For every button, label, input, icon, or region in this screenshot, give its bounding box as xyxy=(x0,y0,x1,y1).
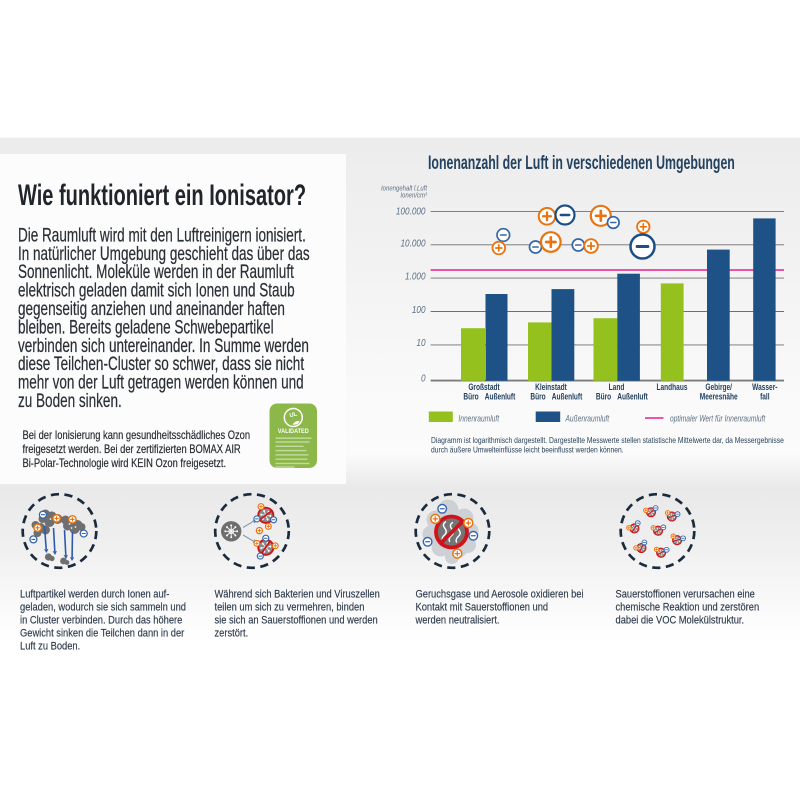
svg-text:Luftpartikel werden durch Ione: Luftpartikel werden durch Ionen auf- xyxy=(20,589,169,601)
svg-text:Geruchsgase und Aerosole oxidi: Geruchsgase und Aerosole oxidieren bei xyxy=(416,589,584,601)
svg-text:Wie funktioniert ein Ionisator: Wie funktioniert ein Ionisator? xyxy=(18,179,306,212)
svg-text:Land: Land xyxy=(609,382,625,392)
svg-text:0: 0 xyxy=(421,373,426,384)
svg-text:dabei die VOC Molekülstruktur.: dabei die VOC Molekülstruktur. xyxy=(616,615,745,627)
svg-text:in Cluster verbinden. Durch da: in Cluster verbinden. Durch das höhere xyxy=(20,615,183,627)
svg-text:Die Raumluft wird mit den Luft: Die Raumluft wird mit den Luftreinigern … xyxy=(18,225,306,246)
svg-text:Büro: Büro xyxy=(530,392,545,402)
svg-text:UL: UL xyxy=(289,411,298,419)
svg-text:100.000: 100.000 xyxy=(396,206,426,217)
svg-text:bleiben. Bereits geladene Schw: bleiben. Bereits geladene Schwebepartike… xyxy=(18,317,274,338)
svg-text:Außenluft: Außenluft xyxy=(552,392,583,402)
svg-text:VALIDATED: VALIDATED xyxy=(278,428,309,435)
svg-text:10.000: 10.000 xyxy=(400,238,425,249)
svg-text:Außenluft: Außenluft xyxy=(617,392,648,402)
svg-text:Bei der Ionisierung kann gesun: Bei der Ionisierung kann gesundheitsschä… xyxy=(23,430,251,442)
svg-text:fall: fall xyxy=(760,392,769,402)
svg-text:Außenluft: Außenluft xyxy=(485,392,516,402)
svg-text:zu Boden sinken.: zu Boden sinken. xyxy=(18,391,122,412)
svg-text:optimaler Wert für Innenraumlu: optimaler Wert für Innenraumluft xyxy=(670,414,766,424)
svg-text:Gebirge/: Gebirge/ xyxy=(705,382,732,392)
svg-text:Ionengehalt l.Luft: Ionengehalt l.Luft xyxy=(381,185,428,193)
svg-text:Büro: Büro xyxy=(463,392,478,402)
svg-text:Sonnenlicht. Moleküle werden i: Sonnenlicht. Moleküle werden in der Raum… xyxy=(18,262,294,283)
svg-text:Gewicht sinken die Teilchen da: Gewicht sinken die Teilchen dann in der xyxy=(20,628,185,640)
svg-text:1.000: 1.000 xyxy=(405,271,425,282)
svg-text:Sauerstoffionen verursachen ei: Sauerstoffionen verursachen eine xyxy=(616,589,756,601)
svg-text:10: 10 xyxy=(416,337,425,348)
svg-text:durch äußere Umwelteinflüsse l: durch äußere Umwelteinflüsse leicht beei… xyxy=(431,445,624,455)
svg-text:Meeresnähe: Meeresnähe xyxy=(700,392,738,402)
svg-text:elektrisch geladen damit sich: elektrisch geladen damit sich Ionen und … xyxy=(18,280,295,301)
svg-text:Büro: Büro xyxy=(596,392,611,402)
svg-text:Luft zu Boden.: Luft zu Boden. xyxy=(20,641,80,653)
svg-text:Innenraumluft: Innenraumluft xyxy=(458,414,499,424)
svg-text:werden neutralisiert.: werden neutralisiert. xyxy=(415,615,500,627)
svg-text:verbinden sich untereinander.: verbinden sich untereinander. In Summe w… xyxy=(18,336,309,357)
svg-text:100: 100 xyxy=(412,304,426,315)
svg-text:zerstört.: zerstört. xyxy=(215,628,249,640)
svg-text:Kontakt mit Sauerstoffionen un: Kontakt mit Sauerstoffionen und xyxy=(416,602,549,614)
svg-text:chemische Reaktion und zerstör: chemische Reaktion und zerstören xyxy=(616,602,760,614)
svg-text:freigesetzt werden. Bei der ze: freigesetzt werden. Bei der zertifiziert… xyxy=(23,444,242,456)
svg-text:geladen, wodurch sie sich samm: geladen, wodurch sie sich sammeln und xyxy=(20,602,186,614)
svg-text:In natürlicher Umgebung geschi: In natürlicher Umgebung geschieht das üb… xyxy=(18,244,310,265)
svg-text:Wasser-: Wasser- xyxy=(752,382,778,392)
svg-text:diese Teilchen-Cluster so schw: diese Teilchen-Cluster so schwer, dass s… xyxy=(18,354,304,375)
svg-text:Ionenanzahl der Luft in versch: Ionenanzahl der Luft in verschiedenen Um… xyxy=(428,152,735,174)
svg-text:Kleinstadt: Kleinstadt xyxy=(535,382,567,392)
svg-text:mehr von der Luft getragen wer: mehr von der Luft getragen werden können… xyxy=(18,372,304,393)
svg-text:Diagramm ist logarithmisch dar: Diagramm ist logarithmisch dargestellt. … xyxy=(431,435,784,445)
svg-text:Landhaus: Landhaus xyxy=(657,382,688,392)
svg-text:Bi-Polar-Technologie wird KEIN: Bi-Polar-Technologie wird KEIN Ozon frei… xyxy=(23,458,227,470)
svg-text:Ionen/cm³: Ionen/cm³ xyxy=(400,192,427,200)
svg-text:sie sich an Sauerstoffionen un: sie sich an Sauerstoffionen und werden xyxy=(215,615,378,627)
svg-text:gegenseitig anziehen und anein: gegenseitig anziehen und aneinander haft… xyxy=(18,299,285,320)
svg-text:teilen um sich zu vermehren, b: teilen um sich zu vermehren, binden xyxy=(215,602,365,614)
svg-text:Während sich Bakterien und Vir: Während sich Bakterien und Viruszellen xyxy=(215,589,380,601)
svg-text:Großstadt: Großstadt xyxy=(468,382,500,392)
svg-text:Außenraumluft: Außenraumluft xyxy=(565,414,610,424)
